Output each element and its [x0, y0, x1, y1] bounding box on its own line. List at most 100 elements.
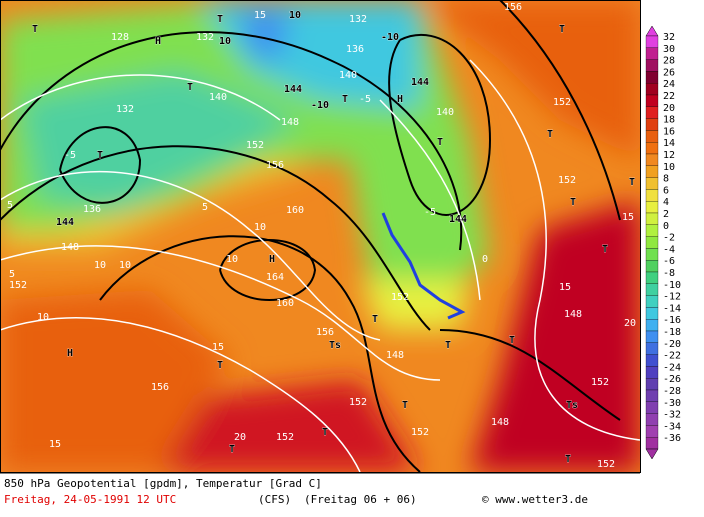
- colorbar-label: 24: [663, 79, 675, 90]
- map-label: 160: [276, 298, 294, 309]
- map-label: T: [602, 244, 608, 255]
- map-label: 144: [284, 84, 302, 95]
- colorbar-label: 16: [663, 126, 675, 137]
- colorbar-swatch: [645, 130, 659, 143]
- map-label: T: [559, 24, 565, 35]
- colorbar-label: -16: [663, 315, 681, 326]
- map-label: T: [437, 137, 443, 148]
- map-label: T: [229, 444, 235, 455]
- map-label: 0: [482, 254, 488, 265]
- map-label: 140: [339, 70, 357, 81]
- map-label: 148: [386, 350, 404, 361]
- map-label: 132: [116, 104, 134, 115]
- map-label: -10: [311, 100, 329, 111]
- colorbar-label: 8: [663, 174, 669, 185]
- colorbar-swatch: [645, 389, 659, 402]
- model: (CFS): [258, 493, 291, 506]
- credit: © www.wetter3.de: [482, 493, 588, 506]
- colorbar-label: -26: [663, 374, 681, 385]
- map-label: 132: [196, 32, 214, 43]
- map-label: T: [565, 454, 571, 465]
- map-label: 15: [622, 212, 634, 223]
- map-label: T: [322, 427, 328, 438]
- map-label: 20: [624, 318, 636, 329]
- map-label: -10: [381, 32, 399, 43]
- colorbar-label: -14: [663, 303, 681, 314]
- map-label: T: [217, 360, 223, 371]
- map-label: 10: [94, 260, 106, 271]
- colorbar-label: 30: [663, 44, 675, 55]
- colorbar-label: 0: [663, 221, 669, 232]
- colorbar-swatch: [645, 413, 659, 426]
- map-label: 140: [209, 92, 227, 103]
- colorbar-label: -18: [663, 327, 681, 338]
- colorbar-label: -2: [663, 233, 675, 244]
- colorbar-label: 2: [663, 209, 669, 220]
- map-label: 156: [151, 382, 169, 393]
- colorbar-label: -10: [663, 280, 681, 291]
- map-label: 156: [316, 327, 334, 338]
- colorbar-label: -8: [663, 268, 675, 279]
- map-label: H: [67, 348, 73, 359]
- colorbar-swatch: [645, 153, 659, 166]
- colorbar-label: -28: [663, 386, 681, 397]
- colorbar-label: 20: [663, 103, 675, 114]
- map-label: 148: [491, 417, 509, 428]
- colorbar-label: 12: [663, 150, 675, 161]
- colorbar-swatch: [645, 189, 659, 202]
- colorbar-label: -32: [663, 410, 681, 421]
- map-label: 152: [558, 175, 576, 186]
- map-label: 156: [504, 2, 522, 13]
- colorbar-swatch: [645, 83, 659, 96]
- map-label: -5: [64, 150, 76, 161]
- map-label: 152: [246, 140, 264, 151]
- colorbar-label: 18: [663, 115, 675, 126]
- colorbar-swatch: [645, 342, 659, 355]
- map-label: T: [445, 340, 451, 351]
- colorbar-label: 26: [663, 67, 675, 78]
- map-label: 15: [49, 439, 61, 450]
- map-label: 148: [61, 242, 79, 253]
- map-label: 5: [9, 269, 15, 280]
- colorbar-label: -6: [663, 256, 675, 267]
- map-label: 152: [276, 432, 294, 443]
- colorbar-swatch: [645, 106, 659, 119]
- colorbar-label: -30: [663, 398, 681, 409]
- map-label: 160: [286, 205, 304, 216]
- map-label: 148: [564, 309, 582, 320]
- map-label: 10: [37, 312, 49, 323]
- colorbar-swatch: [645, 378, 659, 391]
- map-label: T: [547, 129, 553, 140]
- map-label: H: [269, 254, 275, 265]
- map-label: Ts: [566, 400, 578, 411]
- colorbar-arrow-top: [645, 25, 659, 37]
- colorbar-swatch: [645, 59, 659, 72]
- map-label: T: [402, 400, 408, 411]
- colorbar-swatch: [645, 142, 659, 155]
- map-label: 152: [553, 97, 571, 108]
- map-label: 5: [202, 202, 208, 213]
- colorbar-swatch: [645, 295, 659, 308]
- map-label: 144: [411, 77, 429, 88]
- map-label: T: [570, 197, 576, 208]
- map-label: T: [32, 24, 38, 35]
- map-label: 10: [289, 10, 301, 21]
- map-label: 10: [254, 222, 266, 233]
- colorbar-label: 10: [663, 162, 675, 173]
- colorbar-swatch: [645, 165, 659, 178]
- colorbar-swatch: [645, 366, 659, 379]
- colorbar-swatch: [645, 236, 659, 249]
- map-label: 148: [281, 117, 299, 128]
- map-label: 10: [219, 36, 231, 47]
- colorbar-swatch: [645, 212, 659, 225]
- forecast: (Freitag 06 + 06): [304, 493, 417, 506]
- map-label: 136: [83, 204, 101, 215]
- colorbar-label: -20: [663, 339, 681, 350]
- colorbar-swatch: [645, 47, 659, 60]
- colorbar-swatch: [645, 401, 659, 414]
- colorbar: 32302826242220181614121086420-2-4-6-8-10…: [645, 25, 681, 460]
- map-label: T: [217, 14, 223, 25]
- colorbar-swatch: [645, 437, 659, 450]
- map-label: 152: [391, 292, 409, 303]
